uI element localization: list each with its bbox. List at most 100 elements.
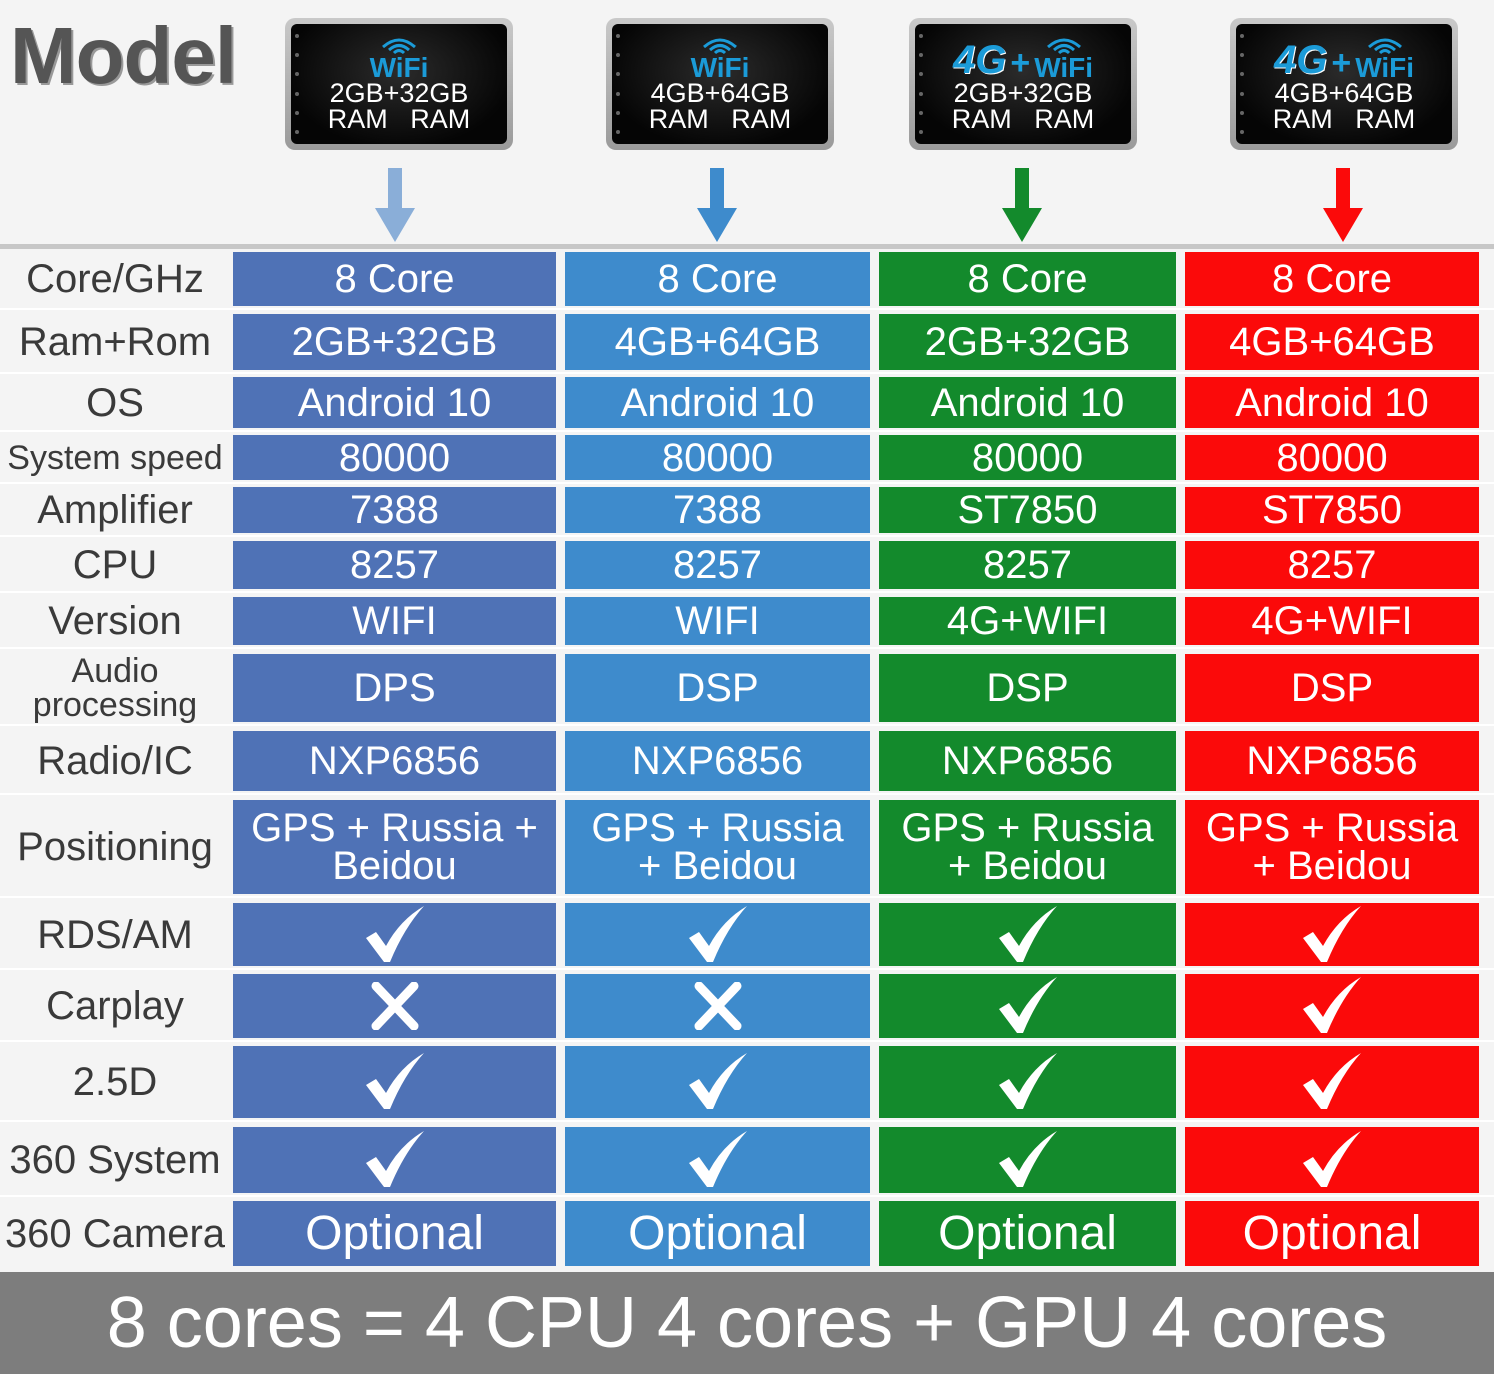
spec-cell: DPS [233,654,556,722]
spec-cell: 80000 [565,435,870,480]
spec-cell [565,974,870,1038]
network-badge: WiFi [370,36,428,81]
device-storage: 2GB+32GB [329,78,469,108]
checkmark-icon [688,1131,747,1187]
spec-cell: DSP [879,654,1176,722]
row-label: Ram+Rom [18,320,212,364]
spec-cell: Android 10 [565,377,870,428]
spec-cell: 7388 [233,487,556,533]
row-label: Amplifier [37,488,193,532]
spec-cell: Android 10 [879,377,1176,428]
plus-sign: + [1010,44,1031,82]
checkmark-icon [365,905,424,962]
page-title: Model [10,11,237,100]
row-divider [0,1120,1494,1122]
spec-cell: GPS + Russia + Beidou [233,800,556,894]
model-device-2: WiFi 4GB+64GB RAM RAM [606,18,834,150]
spec-cell: 4GB+64GB [1185,314,1479,370]
spec-cell: NXP6856 [879,731,1176,791]
device-screen: WiFi 4GB+64GB RAM RAM [612,24,828,144]
row-label: 360 Camera [4,1211,226,1256]
device-side-buttons [616,34,622,134]
4g-label: 4G [952,38,1007,82]
spec-cell: Optional [1185,1201,1479,1266]
checkmark-icon [688,905,747,962]
row-label: 360 System [9,1138,221,1182]
row-divider [0,430,1494,432]
device-ram-caption: RAM RAM [951,104,1095,134]
spec-cell: DSP [565,654,870,722]
checkmark-icon [998,977,1057,1033]
spec-cell: 7388 [565,487,870,533]
device-screen: 4G + WiFi 4GB+64GB RAM RAM [1236,24,1452,144]
spec-cell: 2GB+32GB [233,314,556,370]
checkmark-icon [998,1053,1057,1109]
spec-cell: WIFI [565,597,870,645]
device-screen: WiFi 2GB+32GB RAM RAM [291,24,507,144]
device-side-buttons [919,34,925,134]
checkmark-icon [1303,977,1361,1033]
row-divider [0,647,1494,649]
spec-cell [565,1127,870,1193]
spec-cell: 4GB+64GB [565,314,870,370]
down-arrow-icon [375,168,415,242]
spec-cell [1185,974,1479,1038]
row-divider [0,482,1494,484]
spec-cell [233,1046,556,1118]
spec-cell: DSP [1185,654,1479,722]
model-device-4: 4G + WiFi 4GB+64GB RAM RAM [1230,18,1458,150]
row-divider [0,308,1494,310]
row-label: Radio/IC [37,739,193,783]
spec-cell [565,1046,870,1118]
network-badge: 4G + WiFi [952,36,1093,82]
device-ram-caption: RAM RAM [648,104,792,134]
spec-cell [879,974,1176,1038]
spec-cell: GPS + Russia + Beidou [879,800,1176,894]
row-divider [0,724,1494,726]
spec-cell [233,974,556,1038]
spec-cell: 80000 [233,435,556,480]
spec-cell [233,1127,556,1193]
spec-cell: Android 10 [1185,377,1479,428]
4g-label: 4G [1273,38,1328,82]
checkmark-icon [1303,905,1361,962]
row-label: CPU [72,543,158,587]
network-badge: WiFi [691,36,749,81]
spec-cell: NXP6856 [565,731,870,791]
row-label: Audio processing [32,652,198,724]
row-label: RDS/AM [37,912,193,957]
spec-cell [565,903,870,966]
row-divider [0,968,1494,970]
spec-cell: 8257 [565,541,870,589]
spec-cell: 80000 [879,435,1176,480]
header-divider [0,244,1494,249]
checkmark-icon [998,1131,1057,1187]
device-side-buttons [295,34,301,134]
row-divider [0,1040,1494,1042]
footer-note: 8 cores = 4 CPU 4 cores + GPU 4 cores [0,1272,1494,1374]
down-arrow-icon [1323,168,1363,242]
row-label: Version [48,599,182,643]
spec-cell: Optional [565,1201,870,1266]
wifi-icon [703,38,737,54]
spec-cell [879,1127,1176,1193]
spec-cell: 8 Core [565,252,870,306]
row-label: Carplay [46,984,184,1028]
device-storage: 2GB+32GB [953,78,1093,108]
spec-cell: 80000 [1185,435,1479,480]
checkmark-icon [998,905,1057,962]
row-divider [0,535,1494,537]
row-label: System speed [7,438,223,477]
spec-cell [1185,903,1479,966]
spec-cell [879,1046,1176,1118]
spec-cell: 8 Core [1185,252,1479,306]
spec-cell: 8257 [233,541,556,589]
spec-cell: ST7850 [1185,487,1479,533]
spec-cell: Android 10 [233,377,556,428]
checkmark-icon [1303,1053,1361,1109]
spec-cell: 4G+WIFI [1185,597,1479,645]
spec-cell [1185,1046,1479,1118]
spec-cell: 8 Core [233,252,556,306]
row-label: Core/GHz [26,257,204,301]
wifi-icon [1367,38,1402,54]
